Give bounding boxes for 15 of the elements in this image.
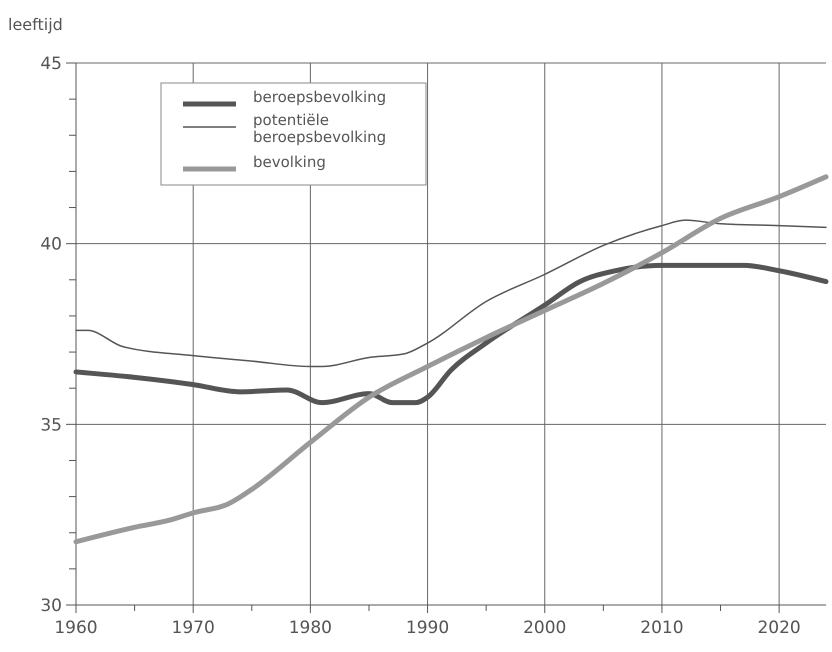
y-tick-label: 30 [40, 596, 62, 616]
x-tick-label: 1960 [54, 618, 98, 638]
y-tick-label: 35 [40, 415, 62, 436]
x-tick-label: 1970 [172, 618, 215, 638]
y-tick-label: 45 [40, 54, 62, 74]
y-tick-label: 40 [40, 234, 62, 255]
legend-label: beroepsbevolking [253, 88, 386, 106]
x-tick-label: 2000 [523, 618, 566, 638]
x-tick-label: 1980 [288, 618, 332, 638]
legend-label: potentiële beroepsbevolking [253, 111, 386, 146]
y-axis-title: leeftijd [8, 15, 63, 34]
x-tick-label: 2020 [757, 618, 801, 638]
x-tick-label: 1990 [406, 618, 450, 638]
legend-label: bevolking [253, 153, 326, 171]
x-tick-label: 2010 [640, 618, 684, 638]
